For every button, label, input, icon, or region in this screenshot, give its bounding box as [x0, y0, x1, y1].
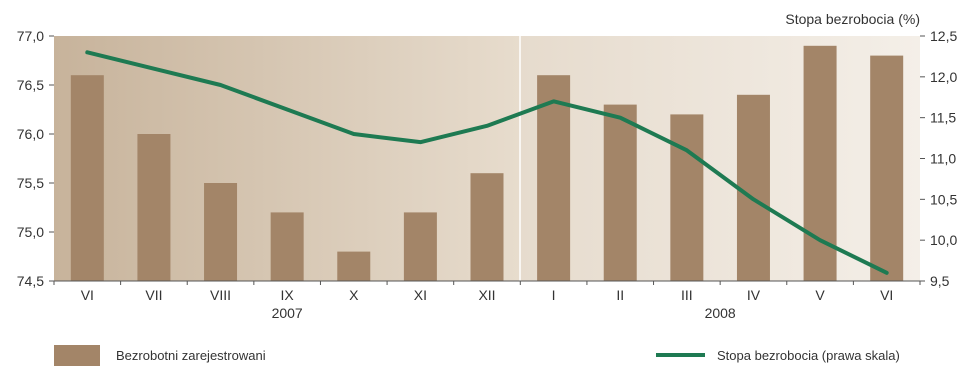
year-label: 2007 [272, 305, 303, 321]
x-axis-labels: VI VII VIII IX X XI XII I II III IV V VI [53, 281, 921, 303]
bar [870, 55, 904, 281]
x-tick-label: IX [281, 287, 295, 303]
x-tick-label: VIII [210, 287, 231, 303]
plot-background-2008 [520, 36, 920, 281]
legend: Bezrobotni zarejestrowani Stopa bezroboc… [54, 345, 900, 366]
right-tick-label: 11,5 [930, 110, 956, 126]
x-tick-label: V [815, 287, 825, 303]
right-tick-label: 10,0 [930, 232, 957, 248]
x-tick-label: I [552, 287, 556, 303]
bar [603, 104, 637, 281]
x-tick-label: II [616, 287, 624, 303]
left-axis: 74,5 75,0 75,5 76,0 76,5 77,0 [17, 28, 54, 289]
left-tick-label: 77,0 [17, 28, 44, 44]
x-tick-label: VI [81, 287, 94, 303]
x-tick-label: IV [747, 287, 761, 303]
right-axis-title: Stopa bezrobocia (%) [785, 11, 920, 27]
right-tick-label: 9,5 [930, 273, 950, 289]
unemployment-rate-line [85, 50, 889, 275]
x-tick-label: VI [880, 287, 893, 303]
bar [204, 183, 238, 281]
left-tick-label: 74,5 [17, 273, 44, 289]
right-axis: 9,5 10,0 10,5 11,0 11,5 12,0 12,5 [920, 28, 957, 289]
bar [403, 212, 437, 281]
bar [537, 75, 571, 281]
legend-line-label: Stopa bezrobocia (prawa skala) [717, 348, 900, 363]
bar [470, 173, 504, 281]
left-tick-label: 76,0 [17, 126, 44, 142]
left-tick-label: 76,5 [17, 77, 44, 93]
x-tick-label: XI [414, 287, 427, 303]
bar [670, 114, 704, 282]
bar [337, 251, 371, 281]
legend-bar-swatch [54, 345, 100, 366]
year-label: 2008 [705, 305, 736, 321]
right-tick-label: 12,5 [930, 28, 957, 44]
x-tick-label: III [681, 287, 693, 303]
right-tick-label: 10,5 [930, 191, 957, 207]
year-labels: 2007 2008 [272, 305, 736, 321]
x-tick-label: X [349, 287, 359, 303]
right-tick-label: 11,0 [930, 151, 956, 167]
x-tick-label: XII [478, 287, 495, 303]
left-tick-label: 75,5 [17, 175, 44, 191]
bar [137, 134, 171, 281]
right-tick-label: 12,0 [930, 69, 957, 85]
left-tick-label: 75,0 [17, 224, 44, 240]
bar [70, 75, 104, 281]
legend-bar-label: Bezrobotni zarejestrowani [116, 348, 266, 363]
bar [270, 212, 304, 281]
x-tick-label: VII [145, 287, 162, 303]
bar [736, 94, 770, 281]
